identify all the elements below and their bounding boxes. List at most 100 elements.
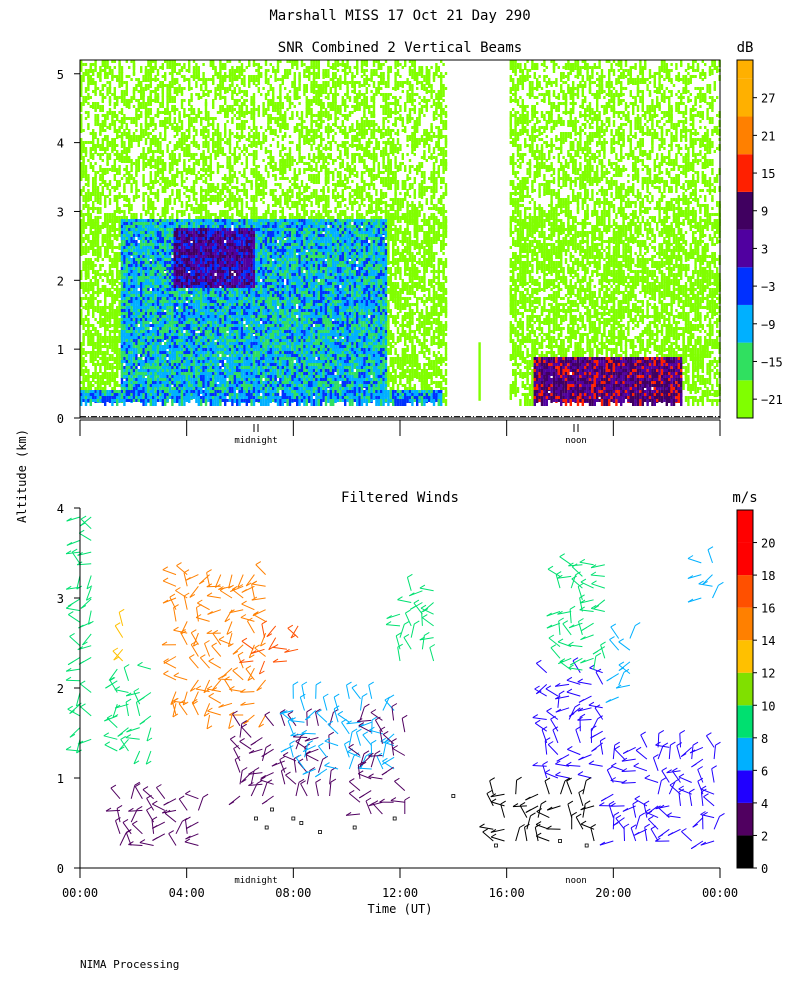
snr-cell [84, 351, 88, 354]
snr-cell [152, 348, 155, 351]
snr-cell [190, 258, 193, 261]
snr-cell [190, 270, 193, 273]
snr-cell [118, 300, 121, 307]
snr-cell [171, 312, 174, 315]
snr-cell [176, 297, 179, 300]
snr-cell [92, 342, 95, 345]
snr-cell [197, 303, 200, 306]
snr-cell [180, 243, 184, 246]
snr-cell [195, 69, 198, 72]
snr-cell [214, 117, 217, 120]
snr-cell [147, 318, 150, 321]
snr-cell [123, 384, 126, 387]
snr-cell [113, 279, 116, 286]
snr-cell [236, 117, 239, 120]
snr-cell [240, 132, 244, 139]
snr-cell [236, 279, 239, 282]
snr-cell [214, 219, 217, 222]
snr-cell [144, 192, 148, 195]
snr-cell [106, 375, 109, 378]
snr-cell [202, 333, 205, 336]
snr-cell [221, 339, 224, 342]
snr-cell [159, 156, 162, 163]
snr-cell [128, 333, 131, 336]
snr-cell [188, 321, 191, 324]
snr-cell [204, 237, 208, 240]
snr-cell [154, 297, 157, 300]
snr-cell [224, 111, 227, 118]
snr-cell [104, 66, 107, 69]
snr-cell [123, 198, 126, 201]
snr-cell [166, 225, 169, 228]
snr-cell [125, 249, 128, 252]
snr-cell [188, 399, 191, 402]
snr-cell [87, 102, 90, 105]
snr-cell [221, 330, 224, 333]
snr-cell [113, 255, 116, 262]
snr-cell [92, 231, 95, 234]
snr-cell [226, 303, 229, 306]
snr-cell [135, 120, 138, 127]
snr-cell [238, 303, 241, 306]
snr-cell [209, 282, 212, 285]
snr-cell [164, 198, 167, 201]
snr-cell [144, 138, 148, 145]
snr-cell [161, 138, 164, 141]
snr-cell [200, 285, 203, 288]
snr-cell [180, 252, 184, 255]
snr-cell [236, 237, 239, 240]
snr-cell [144, 105, 148, 108]
snr-cell [116, 321, 119, 328]
snr-cell [94, 120, 97, 123]
snr-cell [228, 231, 232, 238]
snr-cell [82, 99, 85, 106]
snr-cell [228, 276, 232, 279]
snr-cell [166, 381, 169, 384]
snr-cell [224, 279, 227, 282]
snr-cell [128, 381, 131, 384]
snr-cell [87, 276, 90, 279]
snr-cell [140, 225, 143, 228]
snr-cell [132, 372, 136, 375]
snr-cell [159, 252, 162, 255]
snr-cell [118, 63, 121, 66]
snr-cell [99, 132, 102, 135]
snr-cell [94, 366, 97, 369]
snr-cell [173, 105, 176, 108]
snr-cell [120, 252, 124, 255]
snr-cell [183, 324, 186, 327]
snr-cell [108, 234, 112, 237]
snr-cell [233, 114, 236, 117]
snr-cell [236, 339, 239, 342]
snr-cell [166, 345, 169, 348]
snr-cell [228, 363, 232, 370]
snr-cell [135, 396, 138, 399]
snr-cell [180, 327, 184, 330]
snr-cell [92, 297, 95, 300]
snr-cell [180, 234, 184, 237]
snr-cell [161, 399, 164, 406]
snr-cell [128, 117, 131, 120]
snr-cell [192, 111, 196, 114]
snr-cell [144, 327, 148, 330]
snr-cell [113, 351, 116, 354]
snr-cell [120, 309, 124, 312]
snr-cell [200, 213, 203, 220]
snr-cell [221, 153, 224, 156]
snr-cell [156, 372, 160, 375]
snr-cell [82, 324, 85, 327]
snr-cell [190, 369, 193, 372]
snr-cell [173, 144, 176, 151]
snr-cell [180, 120, 184, 123]
snr-cell [96, 339, 100, 342]
snr-cell [164, 363, 167, 366]
snr-cell [159, 351, 162, 354]
snr-cell [147, 303, 150, 306]
snr-cell [216, 321, 220, 324]
snr-cell [221, 294, 224, 297]
snr-cell [188, 306, 191, 309]
snr-cell [238, 117, 241, 120]
snr-cell [183, 264, 186, 267]
snr-cell [188, 135, 191, 138]
snr-cell [166, 258, 169, 261]
